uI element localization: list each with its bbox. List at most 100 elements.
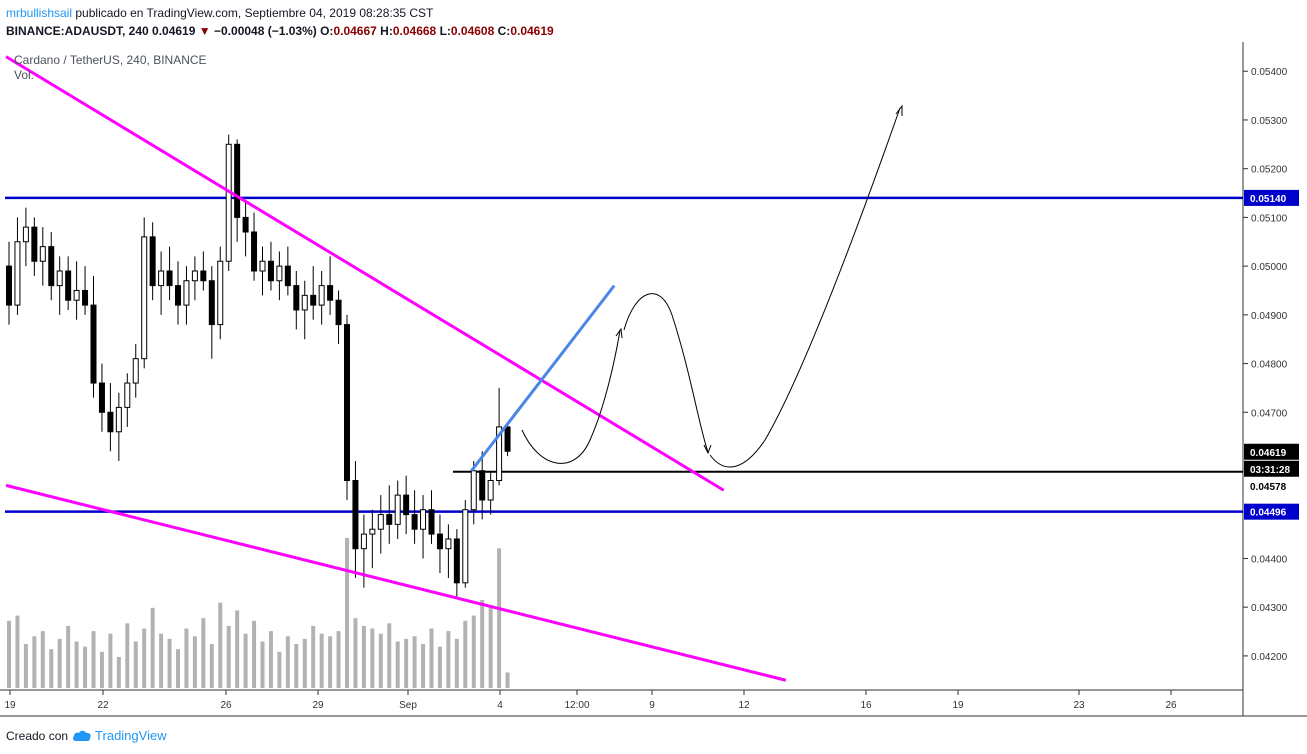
low-label: L: (439, 24, 451, 38)
candle-body (479, 470, 486, 501)
price-tick-label: 0.04800 (1251, 360, 1288, 371)
channel-line (470, 284, 616, 472)
candle-body (276, 265, 283, 282)
projection-curve-2 (623, 293, 709, 453)
volume-bar (243, 633, 248, 688)
price-tick-label: 0.04700 (1251, 408, 1288, 419)
volume-bar (23, 644, 28, 688)
candle-body (420, 509, 427, 530)
price-tick-label: 0.04200 (1251, 652, 1288, 663)
time-tick-label: 19 (4, 700, 16, 711)
volume-bar (218, 602, 223, 688)
volume-bar (505, 672, 510, 688)
volume-bar (336, 631, 341, 688)
candle-body (175, 285, 181, 306)
publication-line: mrbullishsail publicado en TradingView.c… (6, 4, 554, 22)
volume-bar (176, 649, 180, 688)
trendline (5, 483, 787, 682)
candle-body (436, 533, 443, 550)
candle-body (82, 289, 89, 306)
price-tick-label: 0.04300 (1251, 603, 1288, 614)
candle-body (14, 241, 21, 306)
candle-body (301, 294, 308, 311)
change-text: −0.00048 (−1.03%) (214, 24, 317, 38)
candle-body (56, 270, 63, 287)
volume-bar (167, 638, 172, 688)
arrow-head-icon (615, 327, 623, 339)
volume-bar (404, 638, 409, 688)
time-tick-label: 22 (97, 700, 109, 711)
time-tick-label: 12:00 (564, 700, 589, 711)
price-axis-ticks: 0.05400 0.05300 0.05200 0.05100 0.05000 0.049… (1243, 67, 1288, 663)
volume-bar (235, 610, 240, 688)
price-tag-box (1244, 477, 1299, 494)
volume-bar (302, 638, 307, 688)
candle-body (166, 270, 173, 287)
horizontal-levels (5, 196, 1243, 513)
candle-body (267, 260, 274, 282)
tradingview-cloud-icon (73, 730, 91, 741)
price-tag-label: 0.04496 (1250, 508, 1287, 519)
candle-body (335, 299, 342, 326)
candle-body (284, 265, 291, 287)
trendlines (5, 55, 787, 682)
footer: Creado con TradingView (6, 728, 167, 743)
candle-body (149, 236, 156, 287)
volume-bar (201, 618, 206, 688)
volume-bar (192, 636, 197, 688)
close-value: 0.04619 (510, 24, 554, 38)
candle-body (73, 289, 80, 301)
candle-body (141, 236, 148, 360)
volume-bar (319, 633, 324, 688)
last-price: 0.04619 (152, 24, 196, 38)
high-value: 0.04668 (392, 24, 437, 38)
volume-bar (378, 633, 383, 688)
candle-body (48, 246, 55, 287)
price-tick-label: 0.05400 (1251, 67, 1288, 78)
time-tick-label: 19 (952, 700, 964, 711)
candle-body (98, 382, 105, 413)
volume-bar (252, 620, 257, 688)
candle-body (65, 270, 72, 301)
volume-bar (91, 631, 96, 688)
candle-body (242, 216, 249, 233)
price-tag-label: 0.05140 (1250, 194, 1287, 205)
candle-body (496, 426, 503, 481)
price-tick-label: 0.04900 (1251, 311, 1288, 322)
candle-body (225, 143, 232, 262)
volume-bar (353, 618, 358, 688)
candle-body (386, 514, 393, 525)
volume-bar (480, 600, 485, 688)
candle-body (487, 479, 494, 501)
candle-body (462, 509, 469, 584)
volume-bars (7, 538, 510, 688)
candle-body (183, 280, 190, 306)
volume-bar (345, 538, 349, 688)
price-tag-box (1244, 443, 1299, 460)
volume-bar (446, 631, 451, 688)
time-tick-label: 4 (497, 700, 503, 711)
volume-bar (49, 649, 54, 688)
candle-body (369, 528, 376, 535)
candle-body (107, 411, 114, 433)
tradingview-link[interactable]: TradingView (72, 728, 167, 743)
trendline (5, 55, 725, 492)
candle-body (6, 265, 12, 306)
symbol-text: BINANCE:ADAUSDT, 240 (6, 24, 149, 38)
volume-bar (32, 636, 37, 688)
volume-bar (294, 644, 299, 688)
volume-bar (108, 633, 113, 688)
volume-bar (142, 628, 147, 688)
publication-header: mrbullishsail publicado en TradingView.c… (6, 4, 554, 40)
candle-body (132, 358, 139, 384)
author-link[interactable]: mrbullishsail (6, 6, 73, 20)
candle-body (377, 514, 384, 530)
price-tag-label: 0.04578 (1250, 482, 1287, 493)
candle-body (208, 280, 215, 326)
volume-bar (328, 636, 333, 688)
arrow-head-icon (895, 104, 903, 116)
volume-bar (361, 625, 366, 688)
candle-body (200, 270, 207, 282)
candle-body (504, 426, 511, 452)
